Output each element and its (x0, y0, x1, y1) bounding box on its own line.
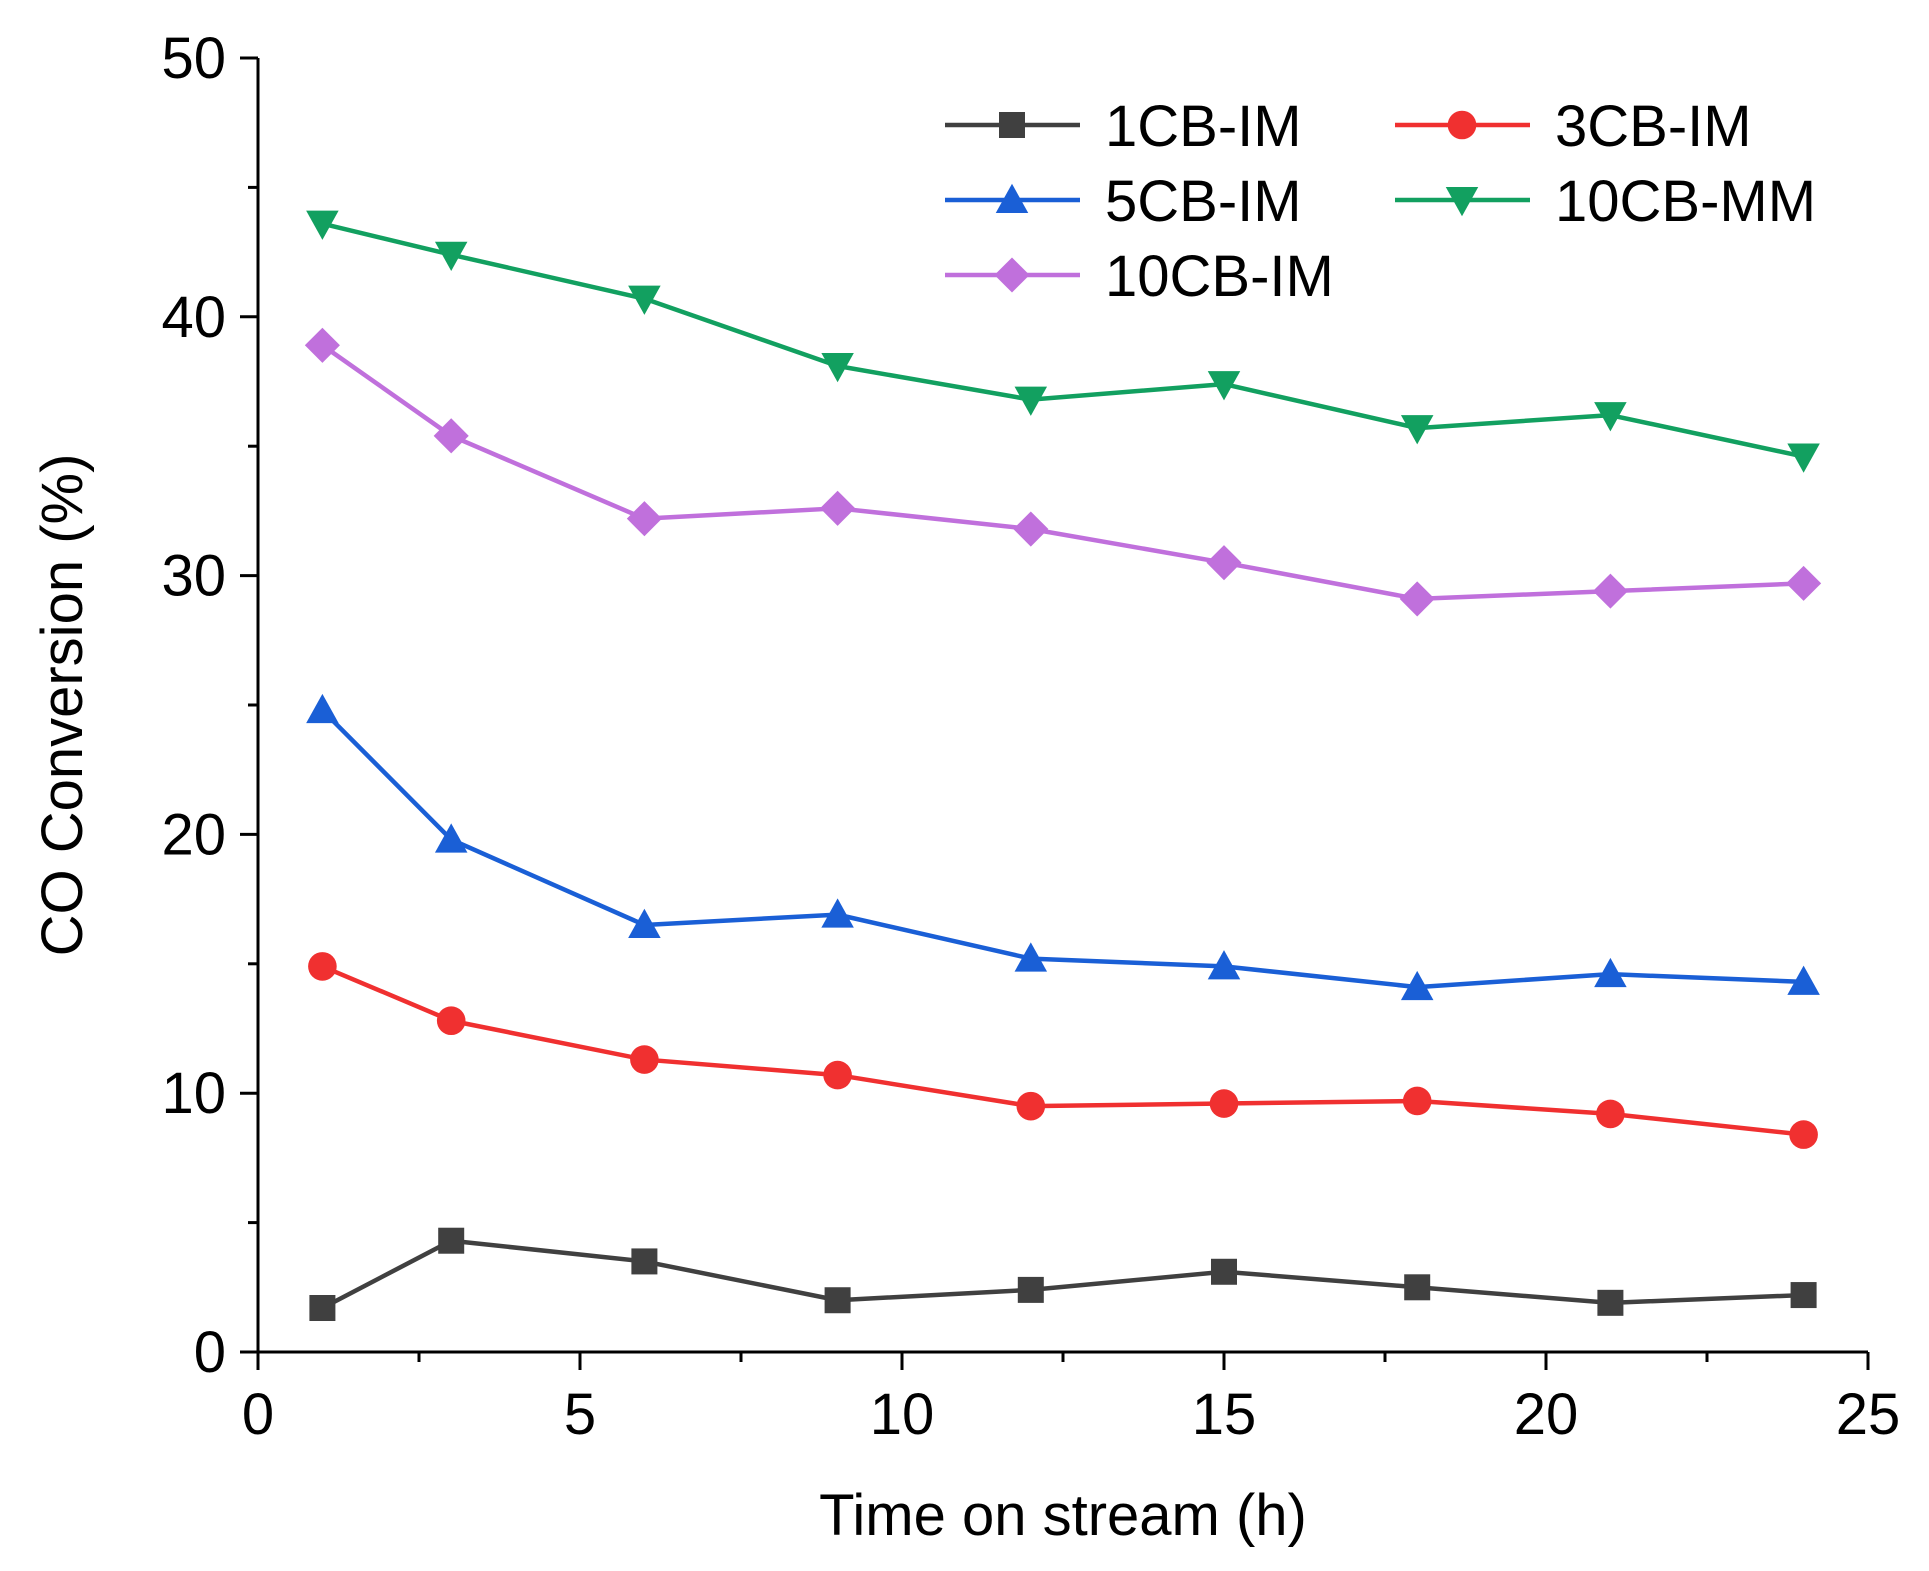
data-point-circle (1789, 1120, 1818, 1149)
data-point-diamond (1013, 511, 1049, 547)
legend-item: 3CB-IM (1395, 94, 1752, 159)
data-point-triangle-up (1787, 965, 1820, 995)
data-point-triangle-up (1207, 950, 1241, 980)
data-point-triangle-up (1594, 957, 1627, 988)
data-point-square (1404, 1274, 1431, 1301)
x-tick-label: 20 (1514, 1382, 1579, 1447)
legend-item: 10CB-MM (1395, 169, 1816, 234)
data-point-diamond (820, 490, 856, 526)
data-point-circle (1596, 1099, 1625, 1129)
data-point-circle (1016, 1091, 1046, 1121)
y-tick-label: 10 (161, 1061, 226, 1126)
legend-item: 5CB-IM (945, 169, 1302, 234)
data-point-diamond (1206, 545, 1242, 581)
y-tick-label: 30 (161, 544, 226, 609)
legend-item: 1CB-IM (945, 94, 1302, 159)
data-point-square (309, 1295, 336, 1322)
series-line (321, 964, 1804, 1137)
data-point-triangle-down (628, 285, 661, 315)
x-tick-label: 5 (564, 1382, 596, 1447)
legend-label: 3CB-IM (1555, 94, 1752, 159)
legend-item: 10CB-IM (945, 244, 1334, 309)
data-point-diamond (1592, 573, 1628, 609)
data-point-triangle-down (1594, 402, 1627, 432)
legend-label: 10CB-IM (1105, 244, 1334, 309)
data-point-triangle-up (628, 908, 661, 938)
data-point-triangle-up (821, 898, 854, 928)
legend-label: 1CB-IM (1105, 94, 1302, 159)
data-point-diamond (994, 257, 1030, 293)
data-point-triangle-down (821, 352, 854, 383)
data-point-circle (823, 1060, 852, 1090)
data-point-circle (1402, 1086, 1432, 1116)
data-point-triangle-down (1787, 443, 1820, 473)
y-tick-label: 0 (194, 1320, 226, 1385)
series-line (320, 708, 1804, 990)
data-point-square (1790, 1282, 1817, 1309)
data-point-square (438, 1227, 465, 1254)
series-1cb-im (309, 1227, 1817, 1322)
data-point-diamond (1786, 565, 1822, 601)
y-tick-label: 20 (161, 802, 226, 867)
data-point-circle (1447, 110, 1477, 140)
data-point-circle (1209, 1089, 1239, 1118)
x-tick-label: 25 (1836, 1382, 1901, 1447)
series-3cb-im (308, 952, 1818, 1149)
data-point-diamond (1399, 581, 1435, 617)
data-point-square (1211, 1258, 1237, 1285)
series-line (321, 343, 1804, 602)
data-point-triangle-down (1014, 386, 1048, 416)
data-point-triangle-up (995, 183, 1029, 213)
data-point-square (1017, 1276, 1044, 1303)
data-point-triangle-down (434, 241, 468, 271)
data-point-triangle-up (1014, 942, 1048, 972)
data-point-triangle-down (306, 210, 339, 240)
y-axis-label: CO Conversion (%) (30, 454, 95, 957)
data-point-triangle-up (306, 693, 339, 724)
data-point-triangle-down (1207, 371, 1241, 401)
series-10cb-mm (306, 210, 1820, 473)
data-point-triangle-down (1400, 415, 1434, 445)
data-point-triangle-up (434, 823, 468, 853)
legend-label: 5CB-IM (1105, 169, 1302, 234)
data-point-square (631, 1248, 658, 1275)
legend-label: 10CB-MM (1555, 169, 1816, 234)
y-tick-label: 40 (161, 285, 226, 350)
data-point-square (999, 112, 1025, 138)
y-tick-label: 50 (161, 26, 226, 91)
data-point-triangle-up (1400, 970, 1434, 1001)
data-point-diamond (626, 501, 662, 537)
data-point-square (1597, 1289, 1624, 1316)
x-tick-label: 10 (870, 1382, 935, 1447)
data-point-triangle-down (1445, 187, 1479, 217)
data-point-square (824, 1287, 851, 1314)
series-10cb-im (304, 327, 1822, 617)
data-point-circle (308, 952, 337, 981)
x-tick-label: 0 (242, 1382, 274, 1447)
x-tick-label: 15 (1192, 1382, 1257, 1447)
series-line (321, 221, 1805, 459)
series-line (321, 1238, 1804, 1310)
x-axis-label: Time on stream (h) (819, 1483, 1307, 1548)
data-point-circle (630, 1045, 659, 1074)
data-point-diamond (433, 418, 469, 454)
series-5cb-im (306, 693, 1820, 1001)
data-point-diamond (304, 327, 340, 363)
data-point-circle (436, 1006, 466, 1036)
